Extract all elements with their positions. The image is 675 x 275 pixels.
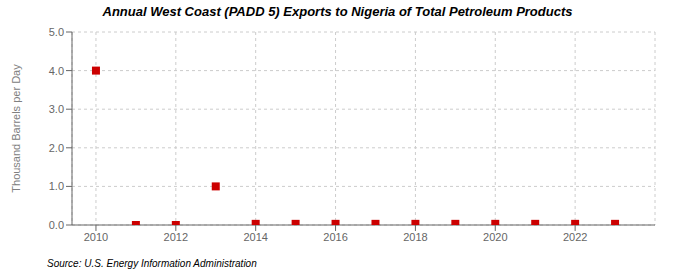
- svg-text:2016: 2016: [323, 231, 347, 243]
- svg-text:0.0: 0.0: [49, 219, 64, 231]
- svg-text:3.0: 3.0: [49, 103, 64, 115]
- svg-text:Thousand Barrels per Day: Thousand Barrels per Day: [10, 64, 22, 193]
- svg-text:5.0: 5.0: [49, 26, 64, 38]
- html-text:Source: U.S. Energy Informatio: Source: U.S. Energy Information Administ…: [47, 258, 257, 269]
- svg-text:2.0: 2.0: [49, 142, 64, 154]
- svg-text:1.0: 1.0: [49, 180, 64, 192]
- svg-text:2012: 2012: [164, 231, 188, 243]
- svg-text:4.0: 4.0: [49, 65, 64, 77]
- html-text:Annual West Coast (PADD 5) Exp: Annual West Coast (PADD 5) Exports to Ni…: [102, 4, 573, 19]
- svg-text:2020: 2020: [483, 231, 507, 243]
- svg-text:2014: 2014: [243, 231, 267, 243]
- svg-text:2022: 2022: [563, 231, 587, 243]
- svg-text:2018: 2018: [403, 231, 427, 243]
- svg-text:2010: 2010: [84, 231, 108, 243]
